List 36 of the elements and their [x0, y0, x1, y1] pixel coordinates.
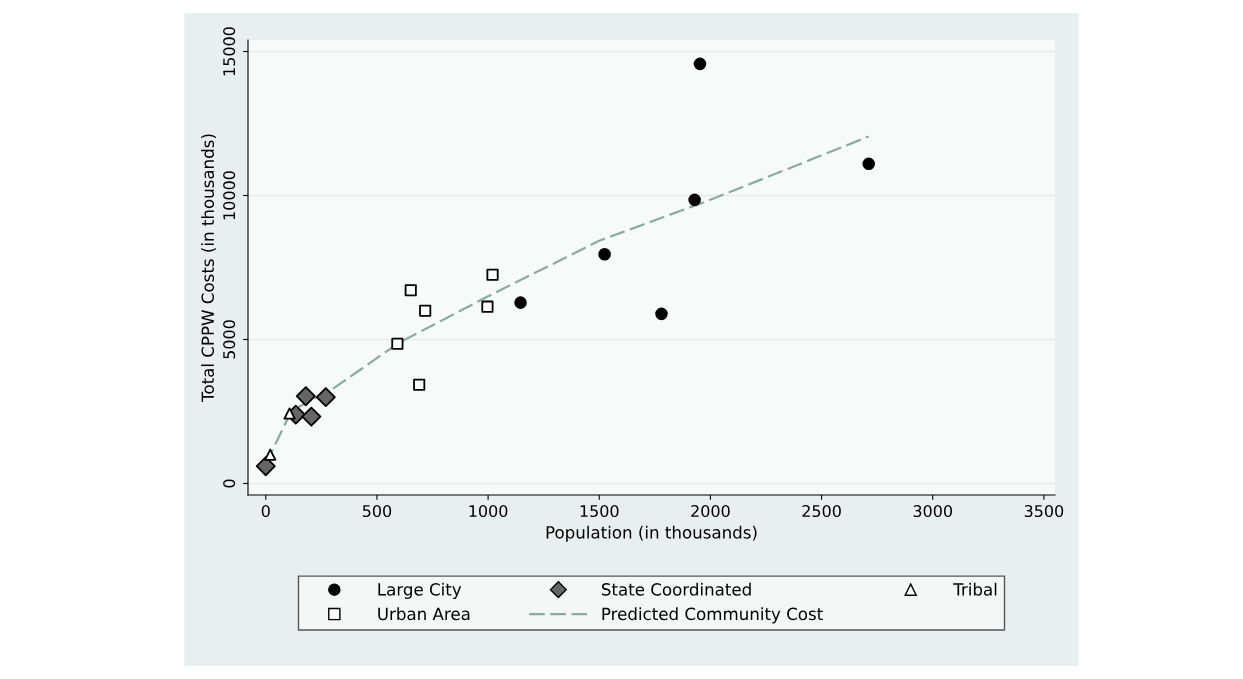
legend-label: Large City — [378, 582, 462, 599]
point — [693, 57, 707, 71]
x-tick-label: 2000 — [691, 505, 730, 518]
y-tick-label: 0 — [223, 479, 236, 488]
point — [688, 193, 701, 207]
point — [655, 307, 668, 321]
point — [404, 284, 417, 297]
point — [862, 157, 875, 171]
point — [391, 337, 404, 350]
point — [255, 456, 276, 477]
x-tick-label: 1500 — [580, 505, 619, 518]
point — [419, 304, 432, 317]
point — [481, 300, 494, 313]
x-tick-label: 500 — [362, 505, 392, 518]
point — [486, 268, 499, 281]
legend-label: State Coordinated — [601, 582, 751, 596]
legend-label: Predicted Community Cost — [602, 607, 823, 624]
point — [514, 296, 527, 309]
x-tick-label: 3000 — [913, 505, 952, 518]
y-tick-label: 10000 — [223, 171, 236, 220]
point — [301, 406, 322, 427]
point — [598, 247, 611, 261]
point — [264, 448, 277, 461]
x-axis-title: Population (in thousands) — [546, 525, 757, 542]
y-axis-title: Total CPPW Costs (in thousands) — [201, 134, 216, 402]
point — [315, 387, 336, 408]
x-tick-label: 0 — [261, 505, 270, 518]
point — [295, 386, 316, 407]
x-tick-label: 3500 — [1024, 505, 1064, 518]
y-tick-label: 5000 — [223, 320, 236, 359]
legend-label: Tribal — [953, 582, 997, 596]
x-tick-label: 1000 — [469, 505, 508, 518]
x-tick-label: 2500 — [802, 505, 841, 518]
y-tick-label: 15000 — [223, 27, 236, 76]
point — [413, 378, 426, 391]
legend-label: Urban Area — [378, 607, 470, 621]
